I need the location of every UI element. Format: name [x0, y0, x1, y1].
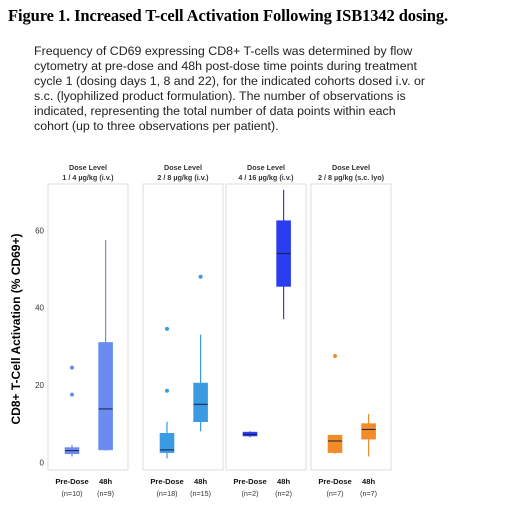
panel-title-line2: 4 / 16 µg/kg (i.v.) — [238, 173, 294, 182]
panel-title-line1: Dose Level — [332, 163, 370, 172]
box — [193, 382, 208, 422]
group-label: Pre-Dose — [318, 477, 351, 486]
panel-title-line1: Dose Level — [164, 163, 202, 172]
group-count-label: (n=7) — [327, 489, 344, 498]
group-label: 48h — [99, 477, 112, 486]
group-label: Pre-Dose — [55, 477, 88, 486]
figure-caption: Frequency of CD69 expressing CD8+ T-cell… — [34, 44, 504, 134]
group-label: Pre-Dose — [150, 477, 183, 486]
box — [327, 434, 343, 453]
group-count-label: (n=7) — [360, 489, 377, 498]
group-count-label: (n=2) — [275, 489, 292, 498]
outlier-point — [198, 274, 203, 279]
group-count-label: (n=15) — [190, 489, 211, 498]
y-tick-label: 20 — [35, 381, 44, 390]
panel-frame — [310, 183, 392, 471]
group-count-label: (n=18) — [157, 489, 178, 498]
caption-line: Frequency of CD69 expressing CD8+ T-cell… — [34, 44, 413, 58]
panel-title-line1: Dose Level — [247, 163, 285, 172]
panel-title-line2: 1 / 4 µg/kg (i.v.) — [62, 173, 114, 182]
panel-frame — [225, 183, 307, 471]
caption-line: cycle 1 (dosing days 1, 8 and 22), for t… — [34, 74, 425, 88]
outlier-point — [70, 392, 74, 397]
outlier-point — [333, 353, 337, 358]
box — [361, 423, 376, 440]
group-count-label: (n=9) — [97, 489, 114, 498]
panel-frame — [47, 183, 129, 471]
box — [98, 342, 113, 451]
group-label: Pre-Dose — [233, 477, 266, 486]
outlier-point — [70, 365, 74, 370]
panel-frame — [142, 183, 224, 471]
panel-title-line1: Dose Level — [69, 163, 107, 172]
group-count-label: (n=2) — [242, 489, 259, 498]
y-tick-label: 0 — [40, 458, 45, 467]
box — [159, 432, 175, 453]
outlier-point — [165, 388, 169, 393]
y-axis-label: CD8+ T-Cell Activation (% CD69+) — [9, 234, 23, 425]
y-tick-label: 60 — [35, 226, 44, 235]
caption-line: indicated, representing the total number… — [34, 104, 396, 118]
caption-line: s.c. (lyophilized product formulation). … — [34, 89, 406, 103]
group-label: 48h — [362, 477, 375, 486]
panel-title-line2: 2 / 8 µg/kg (s.c. lyo) — [318, 173, 385, 182]
outlier-point — [165, 326, 169, 331]
caption-line: cytometry at pre-dose and 48h post-dose … — [34, 59, 417, 73]
group-count-label: (n=10) — [62, 489, 83, 498]
group-label: 48h — [194, 477, 207, 486]
panel-title-line2: 2 / 8 µg/kg (i.v.) — [157, 173, 209, 182]
group-label: 48h — [277, 477, 290, 486]
caption-line: cohort (up to three observations per pat… — [34, 119, 279, 133]
y-tick-label: 40 — [35, 304, 44, 313]
figure-title: Figure 1. Increased T-cell Activation Fo… — [8, 6, 449, 25]
